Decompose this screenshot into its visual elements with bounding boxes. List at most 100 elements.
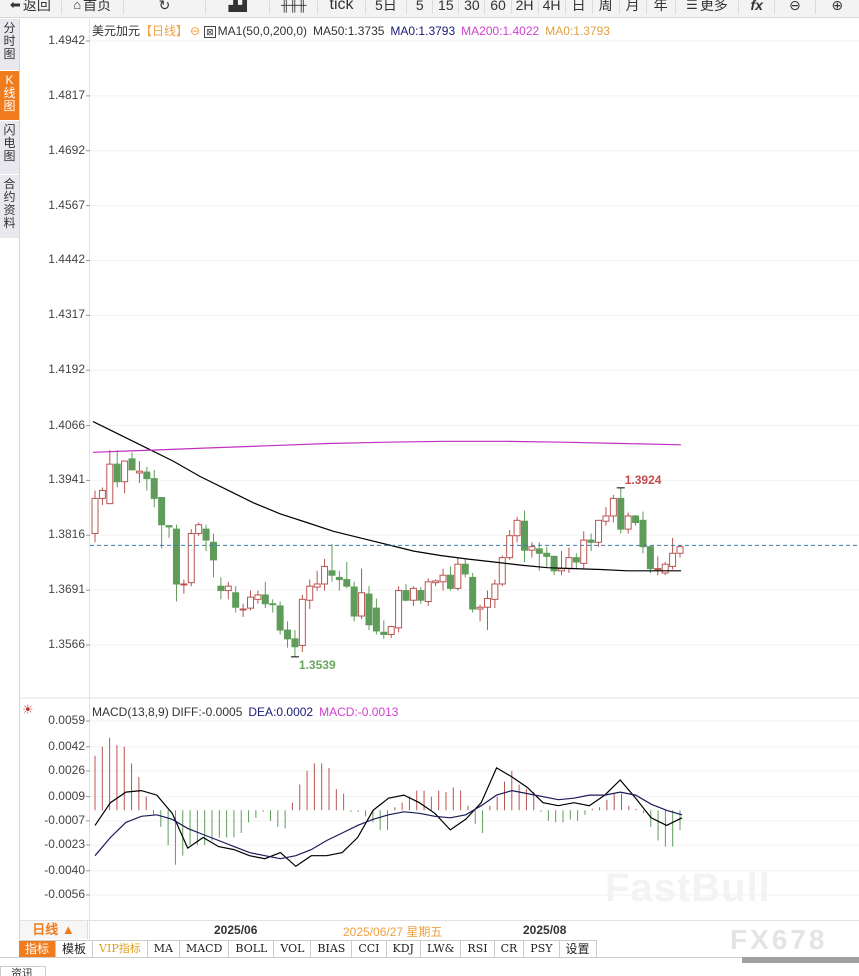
indicator-chart-button[interactable]: ▟▟: [206, 0, 271, 14]
indicator-rsi[interactable]: RSI: [461, 941, 495, 957]
diff-value: DIFF:-0.0005: [171, 705, 243, 719]
ma0b-value: MA0:1.3793: [545, 24, 610, 38]
candle: [528, 542, 536, 558]
indicator-bias[interactable]: BIAS: [311, 941, 353, 957]
candle: [195, 522, 203, 536]
candle: [372, 598, 380, 635]
ma-settings-icon[interactable]: ⊠: [204, 26, 216, 38]
candle: [291, 630, 299, 657]
axis-divider: [89, 19, 90, 939]
candle: [180, 579, 188, 594]
lock-icon[interactable]: ⊖: [190, 24, 201, 38]
macd-tick-label: 0.0042: [48, 738, 85, 753]
price-tick-label: 1.3691: [48, 582, 85, 597]
period-year[interactable]: 年: [647, 0, 676, 14]
macd-tick-label: -0.0040: [44, 862, 85, 877]
candle: [172, 524, 180, 602]
candle: [350, 581, 358, 622]
candle: [409, 586, 417, 606]
period-5day[interactable]: 5日: [366, 0, 408, 14]
zoom-in-button[interactable]: ⊕: [816, 0, 859, 14]
macd-settings-icon[interactable]: ☀: [22, 702, 34, 717]
period-30min[interactable]: 30: [459, 0, 486, 14]
period-month[interactable]: 月: [620, 0, 647, 14]
back-button[interactable]: ⬅ 返回: [0, 0, 62, 14]
price-tick-label: 1.4066: [48, 417, 85, 432]
price-tick-label: 1.4817: [48, 87, 85, 102]
candle: [424, 578, 432, 606]
price-tick-label: 1.4442: [48, 252, 85, 267]
candle: [261, 581, 269, 609]
period-week[interactable]: 周: [593, 0, 620, 14]
more-button[interactable]: ☰ 更多: [676, 0, 740, 14]
candlestick-chart[interactable]: 1.3924 1.3539: [0, 0, 859, 940]
ma200-value: MA200:1.4022: [461, 24, 540, 38]
template-tab[interactable]: 模板: [56, 941, 94, 957]
candle: [469, 573, 477, 613]
candle: [298, 594, 306, 653]
sidebar-item-flash[interactable]: 闪电图: [0, 121, 19, 175]
ma200-line: [92, 440, 682, 453]
candle: [209, 533, 217, 578]
macd-tick-label: 0.0009: [48, 788, 85, 803]
tick-button[interactable]: tick: [318, 0, 366, 14]
price-tick-label: 1.3816: [48, 527, 85, 542]
refresh-button[interactable]: ↻: [124, 0, 207, 14]
indicator-cci[interactable]: CCI: [352, 941, 387, 957]
candle: [395, 586, 403, 633]
indicator-kdj[interactable]: KDJ: [386, 941, 421, 957]
candle: [639, 511, 647, 554]
indicator-ma[interactable]: MA: [147, 941, 180, 957]
candle: [543, 546, 551, 568]
low-annotation: 1.3539: [299, 658, 336, 672]
candle: [483, 590, 491, 631]
candle: [565, 547, 573, 574]
indicator-cr[interactable]: CR: [494, 941, 525, 957]
candle: [113, 450, 121, 488]
candle: [439, 568, 447, 591]
period-day[interactable]: 日: [566, 0, 593, 14]
zoom-out-button[interactable]: ⊖: [775, 0, 816, 14]
price-tick-label: 1.4567: [48, 197, 85, 212]
candle: [91, 490, 99, 543]
sidebar-item-contract-info[interactable]: 合约资料: [0, 175, 19, 239]
period-label: 【日线】: [140, 24, 189, 38]
candlestick-button[interactable]: ╫╫╫: [270, 0, 319, 14]
candle: [343, 562, 351, 589]
indicator-boll[interactable]: BOLL: [229, 941, 275, 957]
period-5min[interactable]: 5: [407, 0, 434, 14]
vip-indicator-tab[interactable]: VIP指标: [93, 941, 148, 957]
candle: [520, 510, 528, 563]
formula-button[interactable]: fx: [739, 0, 776, 14]
candle: [365, 586, 373, 631]
candle: [498, 555, 506, 587]
settings-tab[interactable]: 设置: [559, 941, 597, 957]
period-60min[interactable]: 60: [485, 0, 512, 14]
candle: [513, 516, 521, 543]
zoom-out-icon: ⊖: [788, 0, 801, 13]
candle: [461, 558, 469, 578]
candle: [106, 450, 114, 505]
indicator-lw[interactable]: LW&: [420, 941, 462, 957]
period-selector-button[interactable]: 日线 ▲: [20, 921, 88, 939]
toolbar: ⬅ 返回 ⌂ 首页 ↻ ▟▟ ╫╫╫ tick 5日 5 15 30 60 2H 4…: [0, 0, 859, 18]
indicator-macd[interactable]: MACD: [179, 941, 230, 957]
home-button[interactable]: ⌂ 首页: [62, 0, 124, 14]
sidebar-item-kline[interactable]: K线图: [0, 71, 19, 121]
news-tab[interactable]: 资讯: [0, 966, 46, 976]
indicator-vol[interactable]: VOL: [274, 941, 312, 957]
back-arrow-icon: ⬅: [9, 0, 21, 12]
indicator-psy[interactable]: PSY: [524, 941, 560, 957]
period-2h[interactable]: 2H: [512, 0, 539, 14]
candle: [572, 553, 580, 569]
expand-panel-handle[interactable]: [742, 957, 859, 963]
sidebar-item-timeshare[interactable]: 分时图: [0, 19, 19, 71]
candle: [306, 579, 314, 610]
macd-legend: MACD(13,8,9) DIFF:-0.0005 DEA:0.0002 MACD:-…: [92, 705, 404, 719]
candle: [232, 586, 240, 613]
indicator-tab[interactable]: 指标: [19, 941, 57, 957]
period-15min[interactable]: 15: [433, 0, 460, 14]
candle: [328, 544, 336, 582]
period-4h[interactable]: 4H: [539, 0, 566, 14]
candle: [669, 537, 677, 570]
